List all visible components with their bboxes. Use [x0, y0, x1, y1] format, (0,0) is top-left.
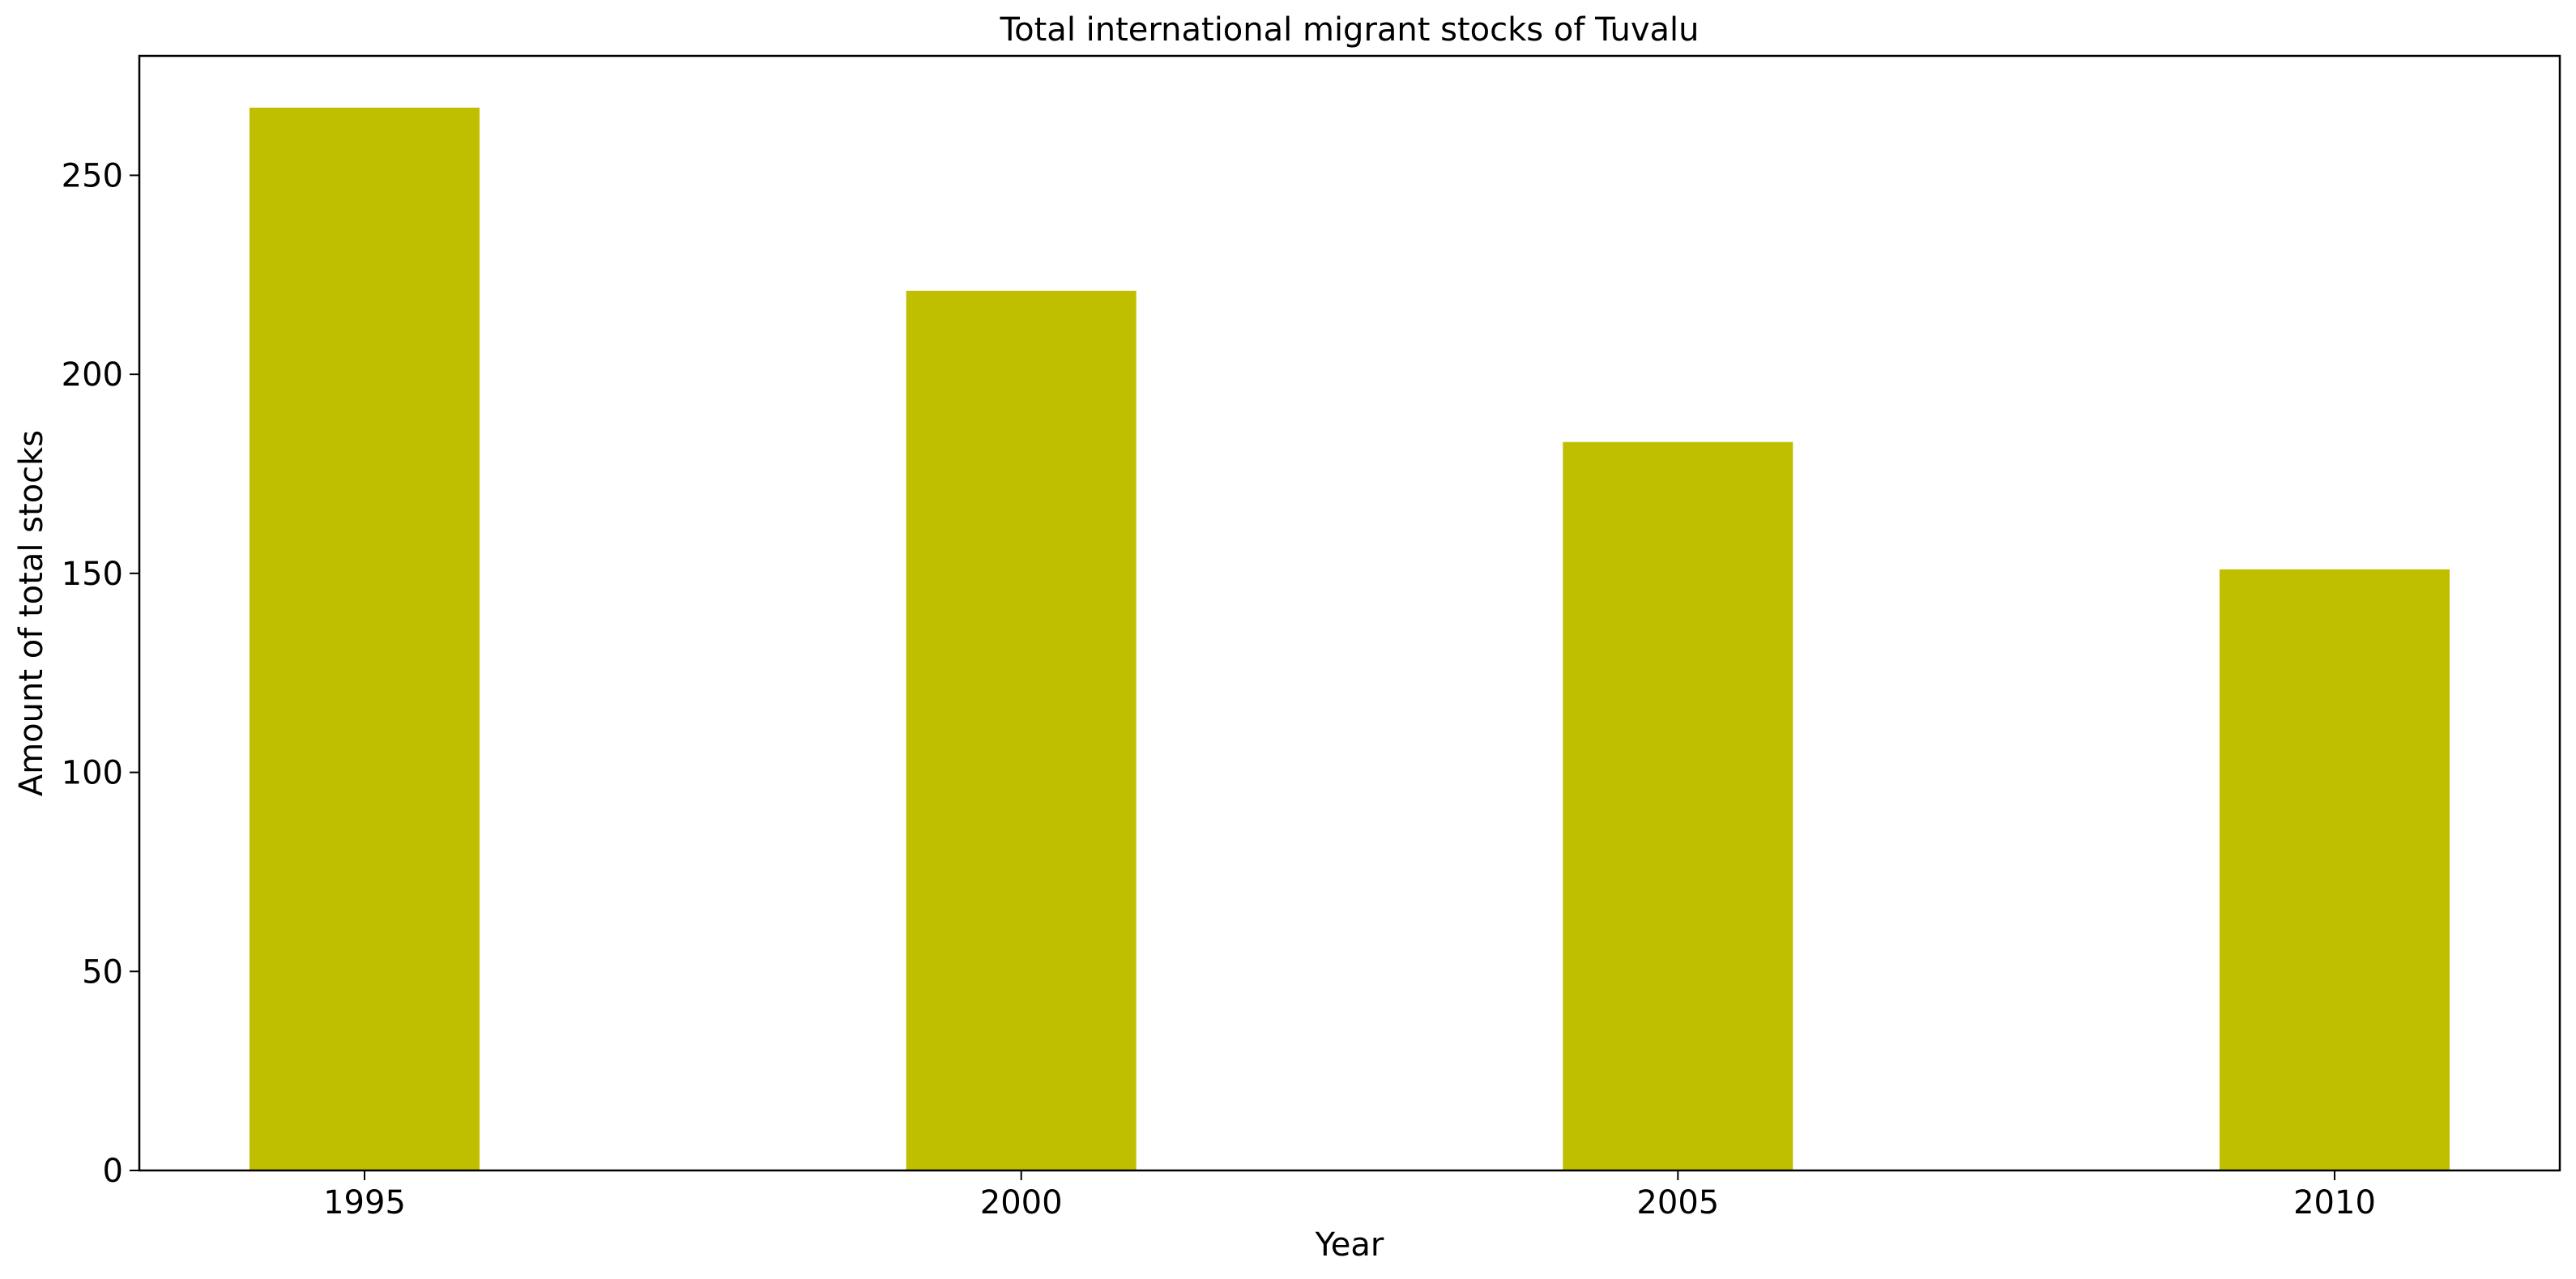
- x-tick-label: 2010: [2293, 1184, 2376, 1221]
- x-tick-label: 2005: [1636, 1184, 1719, 1221]
- bar-2010: [2220, 569, 2450, 1170]
- bar-2000: [906, 290, 1137, 1170]
- y-axis-ticks: 0 50 100 150 200 250: [62, 157, 139, 1190]
- plot-frame: [138, 54, 2561, 1172]
- y-tick-label: 100: [62, 755, 123, 792]
- chart-title: Total international migrant stocks of Tu…: [1000, 11, 1700, 49]
- y-tick-label: 250: [62, 157, 123, 194]
- y-tick-label: 150: [62, 556, 123, 593]
- x-tick-label: 1995: [323, 1184, 406, 1221]
- bar-2005: [1563, 441, 1793, 1170]
- x-axis-title: Year: [1315, 1226, 1384, 1264]
- y-tick-label: 50: [82, 953, 123, 991]
- x-axis-ticks: 1995 2000 2005 2010: [323, 1170, 2376, 1221]
- y-tick-label: 200: [62, 356, 123, 394]
- x-tick-label: 2000: [980, 1184, 1063, 1221]
- y-tick-label: 0: [103, 1153, 123, 1190]
- y-axis-title: Amount of total stocks: [13, 430, 50, 796]
- bars-group: [249, 107, 2450, 1170]
- bar-1995: [249, 107, 480, 1170]
